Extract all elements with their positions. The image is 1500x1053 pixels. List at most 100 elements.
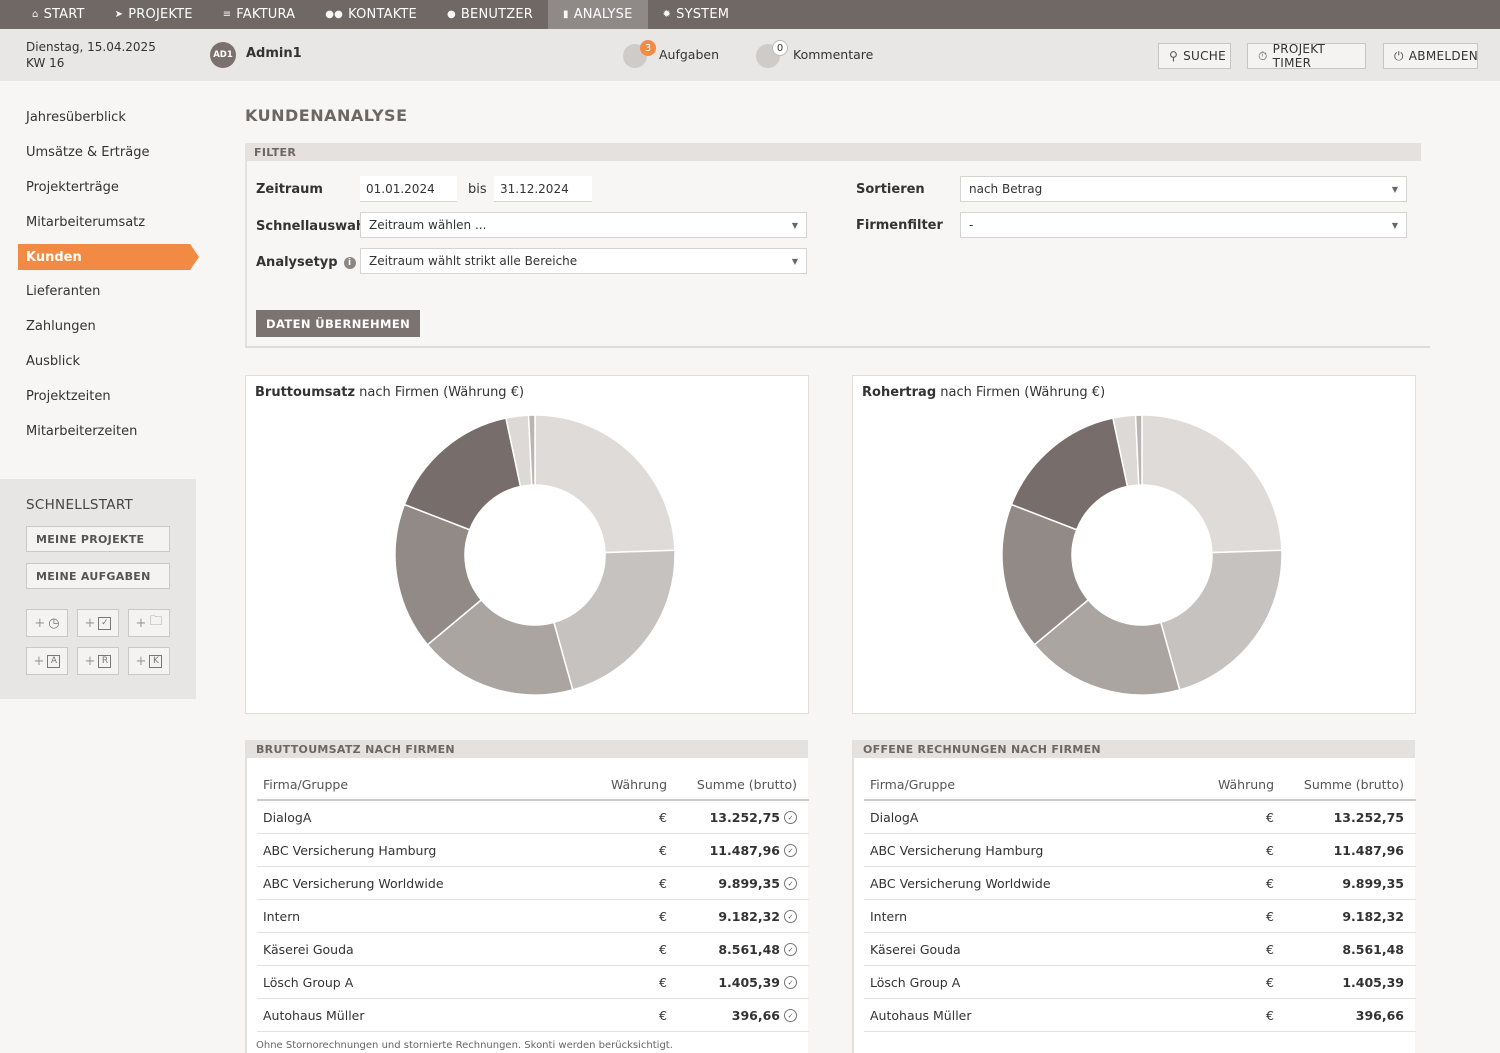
check-circle-icon[interactable]: ✓ bbox=[784, 844, 797, 857]
project-timer-button[interactable]: ⏱ PROJEKT TIMER bbox=[1247, 42, 1366, 70]
donut-slice[interactable] bbox=[527, 414, 536, 486]
table-row[interactable]: Käserei Gouda €8.561,48 bbox=[864, 933, 1416, 966]
chart-title: Bruttoumsatz nach Firmen (Währung €) bbox=[255, 385, 525, 400]
chart-icon: ▮ bbox=[563, 9, 569, 20]
sidebar-item-ausblick[interactable]: Ausblick bbox=[26, 354, 81, 369]
sidebar-item-mitarbeiterumsatz[interactable]: Mitarbeiterumsatz bbox=[26, 215, 146, 230]
table-row[interactable]: ABC Versicherung Hamburg €11.487,96 ✓ bbox=[257, 834, 809, 867]
summe-value: 13.252,75 bbox=[709, 810, 780, 825]
table-row[interactable]: Autohaus Müller €396,66 bbox=[864, 999, 1416, 1032]
nav-faktura[interactable]: ≡ FAKTURA bbox=[222, 7, 296, 22]
add-folder-icon[interactable]: + 🗀 bbox=[128, 609, 170, 637]
sortieren-label: Sortieren bbox=[856, 182, 925, 197]
donut-slice[interactable] bbox=[1010, 417, 1129, 531]
table-row[interactable]: Autohaus Müller €396,66 ✓ bbox=[257, 999, 809, 1032]
add-task-icon[interactable]: + ✓ bbox=[77, 609, 119, 637]
column-header-summe: Summe (brutto) bbox=[696, 777, 797, 792]
sidebar-item-projektzeiten[interactable]: Projektzeiten bbox=[26, 389, 111, 404]
nav-projekte[interactable]: ➤ PROJEKTE bbox=[114, 7, 193, 22]
cell-waehrung: € bbox=[1266, 975, 1274, 990]
add-time-icon[interactable]: + ◷ bbox=[26, 609, 68, 637]
cell-summe: 9.899,35 ✓ bbox=[677, 867, 797, 900]
table-section-header: OFFENE RECHNUNGEN NACH FIRMEN bbox=[854, 740, 1415, 758]
info-icon[interactable]: i bbox=[343, 257, 356, 269]
cell-waehrung: € bbox=[1266, 909, 1274, 924]
check-circle-icon[interactable]: ✓ bbox=[784, 811, 797, 824]
summe-value: 9.899,35 bbox=[718, 876, 780, 891]
nav-kontakte[interactable]: ●● KONTAKTE bbox=[325, 7, 417, 22]
column-header-summe: Summe (brutto) bbox=[1303, 777, 1404, 792]
zeitraum-label: Zeitraum bbox=[256, 182, 323, 197]
cell-firma: DialogA bbox=[870, 810, 919, 825]
rocket-icon: ➤ bbox=[114, 9, 124, 20]
table-row[interactable]: ABC Versicherung Worldwide €9.899,35 ✓ bbox=[257, 867, 809, 900]
sidebar-item-kunden[interactable]: Kunden bbox=[18, 244, 199, 270]
comments-link[interactable]: Kommentare bbox=[793, 47, 874, 62]
date-to-input[interactable]: 31.12.2024 bbox=[494, 176, 592, 202]
donut-slice[interactable] bbox=[426, 598, 574, 696]
table-row[interactable]: Lösch Group A €1.405,39 bbox=[864, 966, 1416, 999]
add-r-icon[interactable]: + R bbox=[77, 647, 119, 675]
date-from-input[interactable]: 01.01.2024 bbox=[360, 176, 457, 202]
cell-firma: ABC Versicherung Hamburg bbox=[263, 843, 437, 858]
sidebar-item-projektertraege[interactable]: Projekterträge bbox=[26, 180, 119, 195]
donut-slice[interactable] bbox=[1001, 503, 1090, 646]
cell-firma: Autohaus Müller bbox=[263, 1008, 365, 1023]
donut-slice[interactable] bbox=[1033, 598, 1181, 696]
check-circle-icon[interactable]: ✓ bbox=[784, 943, 797, 956]
table-row[interactable]: ABC Versicherung Hamburg €11.487,96 bbox=[864, 834, 1416, 867]
sidebar-item-lieferanten[interactable]: Lieferanten bbox=[26, 284, 101, 299]
logout-button[interactable]: ⏻ ABMELDEN bbox=[1383, 43, 1478, 69]
analysetyp-label: Analysetyp i bbox=[256, 255, 356, 270]
analysetyp-select[interactable]: Zeitraum wählt strikt alle Bereiche ▼ bbox=[360, 248, 807, 274]
firmenfilter-select[interactable]: - ▼ bbox=[960, 212, 1407, 238]
table-row[interactable]: Käserei Gouda €8.561,48 ✓ bbox=[257, 933, 809, 966]
sortieren-select[interactable]: nach Betrag ▼ bbox=[960, 176, 1407, 202]
sidebar-item-umsaetze[interactable]: Umsätze & Erträge bbox=[26, 145, 150, 160]
nav-analyse[interactable]: ▮ ANALYSE bbox=[548, 0, 648, 29]
my-projects-button[interactable]: MEINE PROJEKTE bbox=[26, 526, 170, 552]
footnote: Ohne Stornorechnungen und stornierte Rec… bbox=[256, 1040, 673, 1051]
table-row[interactable]: DialogA €13.252,75 ✓ bbox=[257, 801, 809, 834]
sidebar-item-mitarbeiterzeiten[interactable]: Mitarbeiterzeiten bbox=[26, 424, 138, 439]
avatar[interactable]: AD1 bbox=[210, 42, 236, 68]
check-circle-icon[interactable]: ✓ bbox=[784, 1009, 797, 1022]
check-circle-icon[interactable]: ✓ bbox=[784, 877, 797, 890]
table-row[interactable]: ABC Versicherung Worldwide €9.899,35 bbox=[864, 867, 1416, 900]
tasks-link[interactable]: Aufgaben bbox=[659, 47, 720, 62]
column-header-firma: Firma/Gruppe bbox=[263, 777, 349, 792]
cell-summe: 1.405,39 bbox=[1342, 975, 1404, 990]
chart-panel-bruttoumsatz: Bruttoumsatz nach Firmen (Währung €) bbox=[245, 375, 809, 714]
donut-slice[interactable] bbox=[534, 414, 676, 554]
apply-data-button[interactable]: DATEN ÜBERNEHMEN bbox=[256, 310, 421, 337]
table-row[interactable]: Intern €9.182,32 bbox=[864, 900, 1416, 933]
check-circle-icon[interactable]: ✓ bbox=[784, 976, 797, 989]
table-bruttoumsatz: BRUTTOUMSATZ NACH FIRMEN Firma/Gruppe Wäh… bbox=[245, 740, 809, 1053]
schnellauswahl-select[interactable]: Zeitraum wählen ... ▼ bbox=[360, 212, 807, 238]
my-tasks-button[interactable]: MEINE AUFGABEN bbox=[26, 563, 170, 589]
donut-slice[interactable] bbox=[403, 417, 522, 531]
donut-slice[interactable] bbox=[394, 503, 483, 646]
cell-firma: Intern bbox=[870, 909, 908, 924]
add-a-icon[interactable]: + A bbox=[26, 647, 68, 675]
cell-summe: 8.561,48 ✓ bbox=[677, 933, 797, 966]
cell-firma: ABC Versicherung Worldwide bbox=[263, 876, 444, 891]
donut-slice[interactable] bbox=[552, 549, 676, 691]
search-button[interactable]: ⚲ SUCHE bbox=[1158, 43, 1231, 69]
nav-start[interactable]: ⌂ START bbox=[32, 7, 85, 22]
nav-benutzer[interactable]: ● BENUTZER bbox=[446, 7, 533, 22]
nav-system[interactable]: ✹ SYSTEM bbox=[662, 7, 730, 22]
sidebar-item-jahresueberblick[interactable]: Jahresüberblick bbox=[26, 110, 126, 125]
chart-panel-rohertrag: Rohertrag nach Firmen (Währung €) bbox=[852, 375, 1416, 714]
table-row[interactable]: Lösch Group A €1.405,39 ✓ bbox=[257, 966, 809, 999]
donut-slice[interactable] bbox=[1159, 549, 1283, 691]
add-k-icon[interactable]: + K bbox=[128, 647, 170, 675]
check-circle-icon[interactable]: ✓ bbox=[784, 910, 797, 923]
sidebar-item-zahlungen[interactable]: Zahlungen bbox=[26, 319, 96, 334]
donut-slice[interactable] bbox=[1141, 414, 1283, 554]
table-row[interactable]: DialogA €13.252,75 bbox=[864, 801, 1416, 834]
table-row[interactable]: Intern €9.182,32 ✓ bbox=[257, 900, 809, 933]
invoice-icon: ≡ bbox=[222, 9, 232, 20]
donut-slice[interactable] bbox=[1134, 414, 1143, 486]
chevron-down-icon: ▼ bbox=[1391, 185, 1398, 194]
